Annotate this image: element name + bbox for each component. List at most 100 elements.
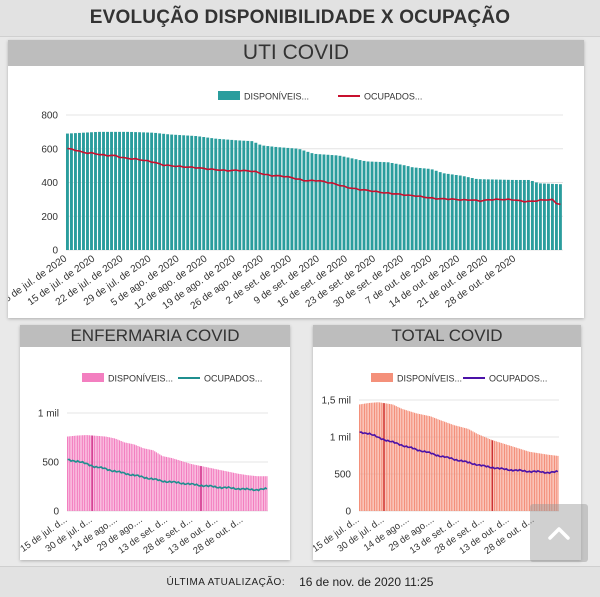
bar[interactable] — [414, 167, 418, 250]
bar[interactable] — [370, 402, 372, 511]
bar[interactable] — [66, 133, 69, 250]
bar[interactable] — [422, 414, 424, 511]
bar[interactable] — [530, 452, 532, 511]
bar[interactable] — [462, 176, 466, 250]
bar[interactable] — [514, 447, 516, 511]
bar[interactable] — [126, 131, 130, 250]
bar[interactable] — [519, 448, 521, 511]
bar[interactable] — [170, 134, 174, 250]
bar[interactable] — [167, 457, 169, 511]
bar[interactable] — [392, 404, 394, 511]
bar[interactable] — [402, 409, 404, 511]
bar[interactable] — [172, 458, 174, 511]
bar[interactable] — [262, 145, 266, 250]
bar[interactable] — [429, 416, 431, 511]
bar[interactable] — [73, 435, 75, 511]
bar[interactable] — [459, 426, 461, 511]
bar[interactable] — [500, 442, 502, 511]
line-series[interactable] — [67, 458, 268, 492]
bar[interactable] — [302, 150, 306, 250]
bar[interactable] — [206, 137, 210, 250]
bar[interactable] — [387, 403, 389, 511]
bar[interactable] — [399, 407, 401, 511]
bar[interactable] — [454, 425, 456, 511]
bar[interactable] — [424, 415, 426, 511]
bar[interactable] — [534, 452, 536, 511]
bar[interactable] — [400, 408, 402, 511]
bar[interactable] — [113, 438, 116, 511]
bar[interactable] — [195, 465, 198, 511]
bar[interactable] — [394, 405, 396, 511]
bar[interactable] — [242, 474, 245, 511]
bar[interactable] — [180, 461, 183, 511]
bar[interactable] — [517, 448, 519, 511]
bar[interactable] — [219, 469, 221, 511]
bar[interactable] — [249, 475, 251, 511]
bar[interactable] — [227, 471, 230, 511]
bar[interactable] — [210, 138, 214, 250]
bar[interactable] — [515, 447, 517, 511]
bar[interactable] — [142, 132, 146, 250]
bar[interactable] — [134, 132, 138, 250]
bar[interactable] — [92, 435, 94, 511]
bar[interactable] — [484, 436, 486, 511]
bar[interactable] — [108, 437, 111, 511]
bar[interactable] — [114, 131, 117, 250]
bar[interactable] — [502, 179, 506, 250]
bar[interactable] — [462, 427, 464, 511]
bar[interactable] — [415, 413, 417, 511]
bar[interactable] — [231, 472, 233, 511]
bar[interactable] — [216, 469, 218, 511]
bar[interactable] — [90, 132, 93, 250]
bar[interactable] — [158, 133, 162, 250]
bar[interactable] — [125, 442, 127, 511]
bar[interactable] — [520, 449, 522, 511]
bar[interactable] — [346, 157, 350, 250]
bar[interactable] — [154, 451, 156, 511]
bar[interactable] — [127, 443, 129, 511]
bar[interactable] — [115, 438, 117, 511]
bar[interactable] — [314, 153, 318, 250]
bar[interactable] — [450, 174, 454, 250]
bar[interactable] — [175, 459, 178, 511]
bar[interactable] — [86, 132, 89, 250]
bar[interactable] — [206, 467, 208, 511]
bar[interactable] — [254, 475, 256, 511]
bar[interactable] — [182, 461, 184, 511]
bar[interactable] — [494, 179, 498, 250]
bar[interactable] — [97, 435, 99, 511]
bar[interactable] — [395, 406, 397, 511]
bar[interactable] — [527, 451, 529, 511]
bar[interactable] — [166, 134, 170, 250]
bar[interactable] — [499, 442, 501, 511]
bar[interactable] — [207, 467, 209, 511]
bar[interactable] — [334, 155, 338, 250]
bar[interactable] — [185, 462, 188, 511]
bar[interactable] — [375, 402, 377, 511]
bar[interactable] — [414, 412, 416, 511]
scroll-to-top-button[interactable] — [530, 504, 588, 562]
bar[interactable] — [107, 436, 109, 511]
bar[interactable] — [535, 452, 537, 511]
bar[interactable] — [410, 411, 412, 511]
bar[interactable] — [194, 136, 198, 250]
bar[interactable] — [189, 463, 191, 511]
bar[interactable] — [365, 403, 367, 511]
bar[interactable] — [384, 403, 386, 511]
bar[interactable] — [529, 451, 531, 511]
bar[interactable] — [145, 448, 147, 511]
bar[interactable] — [450, 424, 452, 511]
bar[interactable] — [254, 142, 258, 250]
bar[interactable] — [426, 168, 430, 250]
bar[interactable] — [417, 413, 419, 511]
bar[interactable] — [118, 131, 121, 250]
bar[interactable] — [74, 133, 77, 250]
legend[interactable]: DISPONÍVEIS... OCUPADOS... — [218, 91, 422, 102]
bar[interactable] — [178, 135, 182, 250]
bar[interactable] — [154, 132, 158, 250]
bar[interactable] — [95, 435, 97, 511]
bar[interactable] — [190, 135, 194, 250]
bar[interactable] — [445, 422, 447, 511]
bar[interactable] — [67, 436, 69, 511]
bar[interactable] — [144, 448, 146, 511]
